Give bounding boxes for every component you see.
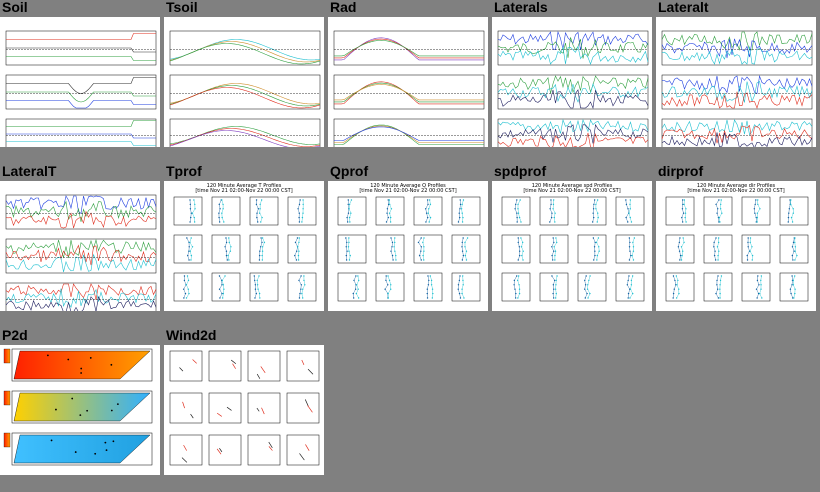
thumbnail-wind2d[interactable]	[164, 345, 324, 475]
panel-label: Wind2d	[166, 327, 217, 343]
plot-tsoil	[169, 30, 321, 147]
thumbnail-rad[interactable]	[328, 17, 488, 147]
panel-label: Soil	[2, 0, 28, 15]
thumbnail-dirprof[interactable]: 120 Minute Average dir Profiles [time Nov…	[656, 181, 816, 311]
plot-wind2d	[169, 350, 320, 466]
plot-dirprof: 120 Minute Average dir Profiles[time Nov…	[665, 183, 809, 302]
svg-text:120 Minute Average spd Profile: 120 Minute Average spd Profiles	[532, 183, 613, 189]
thumbnail-lateralt[interactable]	[656, 17, 816, 147]
svg-text:120 Minute Average T Profiles: 120 Minute Average T Profiles	[207, 183, 282, 189]
plot-p2d	[3, 348, 153, 466]
thumbnail-lateralT[interactable]	[0, 181, 160, 311]
panel-label: spdprof	[494, 163, 547, 179]
panel-label: Tsoil	[166, 0, 198, 15]
thumbnail-p2d[interactable]	[0, 345, 160, 475]
thumbnail-soil[interactable]	[0, 17, 160, 147]
thumbnail-spdprof[interactable]: 120 Minute Average spd Profiles [time Nov…	[492, 181, 652, 311]
plot-soil	[5, 30, 157, 147]
plot-rad	[333, 30, 485, 147]
svg-text:[time Nov 21 02:00-Nov 22 00:0: [time Nov 21 02:00-Nov 22 00:00 CST]	[359, 188, 456, 194]
panel-label: LateralT	[2, 163, 57, 179]
svg-text:120 Minute Average dir Profile: 120 Minute Average dir Profiles	[697, 183, 776, 189]
thumbnail-qprof[interactable]: 120 Minute Average Q Profiles [time Nov 2…	[328, 181, 488, 311]
plot-lateralT	[5, 194, 157, 311]
panel-label: P2d	[2, 327, 28, 343]
svg-text:120 Minute Average Q Profiles: 120 Minute Average Q Profiles	[370, 183, 446, 189]
plot-qprof: 120 Minute Average Q Profiles[time Nov 2…	[337, 183, 481, 302]
panel-label: Tprof	[166, 163, 202, 179]
svg-text:[time Nov 21 02:00-Nov 22 00:0: [time Nov 21 02:00-Nov 22 00:00 CST]	[195, 188, 292, 194]
panel-label: Rad	[330, 0, 357, 15]
plot-spdprof: 120 Minute Average spd Profiles[time Nov…	[501, 183, 645, 302]
panel-label: Laterals	[494, 0, 548, 15]
svg-text:[time Nov 21 02:00-Nov 22 00:0: [time Nov 21 02:00-Nov 22 00:00 CST]	[523, 188, 620, 194]
thumbnail-tsoil[interactable]	[164, 17, 324, 147]
panel-label: Lateralt	[658, 0, 709, 15]
panel-label: dirprof	[658, 163, 704, 179]
thumbnail-laterals[interactable]	[492, 17, 652, 147]
plot-laterals	[497, 30, 649, 147]
thumbnail-tprof[interactable]: 120 Minute Average T Profiles [time Nov 2…	[164, 181, 324, 311]
panel-label: Qprof	[330, 163, 369, 179]
plot-lateralt	[661, 30, 813, 147]
plot-tprof: 120 Minute Average T Profiles[time Nov 2…	[173, 183, 317, 302]
svg-text:[time Nov 21 02:00-Nov 22 00:0: [time Nov 21 02:00-Nov 22 00:00 CST]	[687, 188, 784, 194]
